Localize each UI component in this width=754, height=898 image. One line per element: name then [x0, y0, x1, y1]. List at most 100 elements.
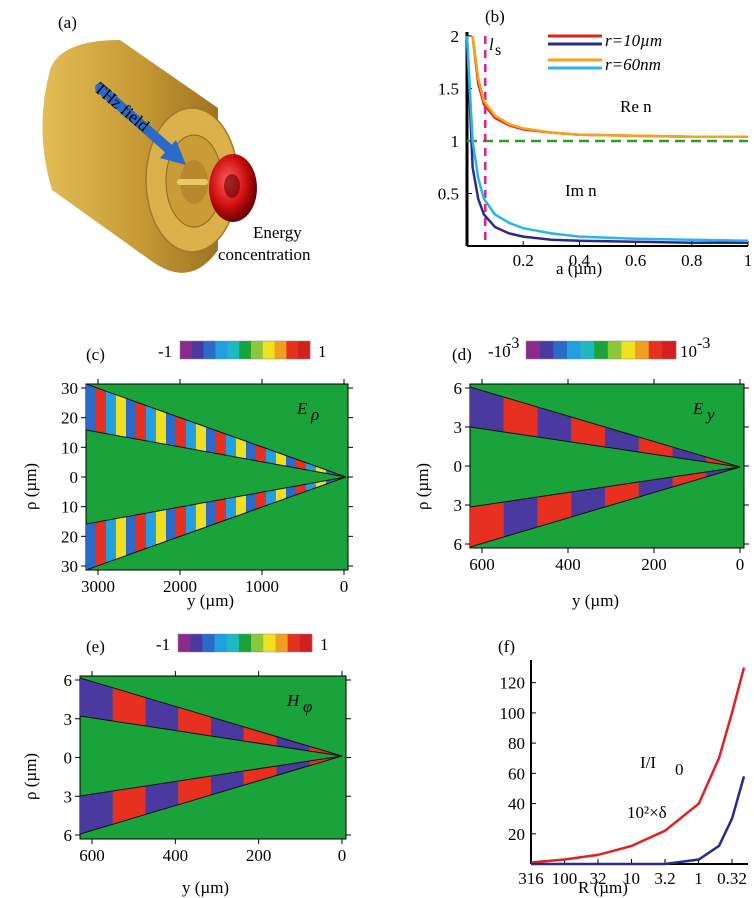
field-stripe: [256, 444, 266, 463]
colorbar-swatch: [594, 341, 609, 359]
panel-e-cb-max: 1: [320, 635, 329, 654]
waveguide-edge: [86, 384, 347, 478]
colorbar-swatch: [607, 341, 622, 359]
panel-e-waveguide: [80, 677, 343, 835]
ls-label: l: [489, 35, 494, 54]
panel-d-field-sub: y: [705, 405, 715, 424]
field-stripe: [136, 401, 146, 441]
panel-e-cb-min: -1: [156, 635, 170, 654]
colorbar-swatch: [287, 634, 301, 652]
field-stripe: [246, 441, 256, 461]
panel-d-ylabel: ρ (µm): [413, 463, 432, 510]
x-tick-label: 0: [338, 846, 347, 865]
panel-e-colorbar: [177, 633, 313, 653]
f-y-tick-label: 120: [500, 674, 526, 693]
panel-f: (f) 20 40 60 80 100 120 316 100 32 10 3.2 1 0.32 I/I…: [498, 637, 748, 897]
x-tick-label: 600: [469, 555, 495, 574]
panel-c-field-sub: ρ: [310, 405, 319, 424]
x-tick-label: 0: [340, 577, 349, 596]
b-series-re: [471, 35, 748, 139]
y-tick-label: 0: [64, 749, 73, 768]
panel-d-xlabel: y (µm): [572, 591, 619, 610]
panel-e: (e) -1 1 H φ 600 400 200 0 6 3 0 3 6 ρ (µm) y (µ…: [21, 633, 351, 897]
field-stripe: [605, 427, 639, 452]
field-stripe: [605, 482, 639, 507]
x-tick-label: 400: [163, 846, 189, 865]
waveguide-edge: [80, 755, 343, 835]
x-tick-label: 3000: [81, 577, 115, 596]
panel-c-label: (c): [86, 345, 105, 364]
x-tick-label: 2000: [163, 577, 197, 596]
field-stripe: [96, 520, 106, 567]
panel-d-field-name: E: [692, 399, 704, 418]
colorbar-swatch: [215, 341, 228, 359]
field-stripe: [256, 491, 266, 510]
y-tick-label: 0: [70, 468, 79, 487]
b-series-re: [471, 35, 748, 139]
field-stripe: [266, 489, 276, 506]
field-stripe: [537, 407, 572, 442]
colorbar-swatch: [263, 634, 276, 652]
colorbar-swatch: [621, 341, 636, 359]
panel-c-cb-min: -1: [158, 342, 172, 361]
field-stripe: [503, 397, 538, 437]
field-stripe: [156, 409, 166, 445]
energy-label-line2: concentration: [218, 245, 311, 264]
f-x-tick-label: 100: [552, 869, 578, 888]
colorbar-swatch: [648, 341, 663, 359]
field-stripe: [246, 493, 256, 513]
field-stripe: [306, 462, 316, 472]
y-tick-label: 6: [454, 535, 463, 554]
panel-c-colorbar: [179, 340, 311, 360]
colorbar-swatch: [299, 634, 313, 652]
x-tick-label: 600: [79, 846, 105, 865]
curve-intensity-label: I/I: [640, 753, 656, 772]
panel-d-label: (d): [452, 345, 472, 364]
field-stripe: [96, 387, 106, 434]
f-y-tick-label: 40: [508, 795, 525, 814]
field-stripe: [166, 507, 176, 542]
field-stripe: [196, 502, 206, 531]
f-x-tick-label: 3.2: [654, 869, 675, 888]
f-series-0: [530, 667, 746, 864]
field-stripe: [306, 482, 316, 492]
colorbar-frame: [525, 340, 677, 360]
field-stripe: [166, 412, 176, 447]
x-tick-label: 0: [736, 555, 745, 574]
field-stripe: [243, 726, 277, 746]
field-stripe: [211, 771, 244, 795]
b-x-tick-label: 0.8: [681, 251, 702, 270]
y-tick-label: 3: [64, 710, 73, 729]
field-stripe: [276, 761, 310, 776]
panel-d-cb-max: 10: [680, 342, 697, 361]
x-tick-label: 200: [641, 555, 667, 574]
field-stripe: [112, 687, 146, 726]
field-stripe: [296, 484, 306, 495]
colorbar-swatch: [203, 341, 216, 359]
colorbar-frame: [179, 340, 311, 360]
energy-blob-hole: [224, 174, 240, 198]
thz-arrow-head: [160, 140, 186, 165]
legend-r2: r=60nm: [605, 55, 661, 74]
panel-a: (a) THz field Energy concentration: [42, 13, 311, 273]
field-stripe: [116, 394, 126, 438]
colorbar-swatch: [662, 341, 677, 359]
x-tick-label: 400: [555, 555, 581, 574]
f-x-tick-label: 32: [590, 869, 607, 888]
x-tick-label: 200: [246, 846, 272, 865]
panel-a-label: (a): [58, 13, 77, 32]
panel-e-ticks: 600 400 200 0 6 3 0 3 6: [64, 671, 351, 865]
field-stripe: [226, 496, 236, 520]
panel-e-xlabel: y (µm): [182, 878, 229, 897]
b-y-tick-label: 0.5: [438, 185, 459, 204]
waveguide-edge: [86, 476, 347, 570]
colorbar-swatch: [274, 341, 287, 359]
y-tick-label: 10: [61, 438, 78, 457]
colorbar-swatch: [250, 341, 264, 359]
b-series-im: [465, 35, 749, 243]
field-stripe: [186, 504, 196, 535]
colorbar-swatch: [635, 341, 650, 359]
waveguide-edge: [86, 476, 347, 525]
waveguide-edge: [470, 426, 741, 468]
